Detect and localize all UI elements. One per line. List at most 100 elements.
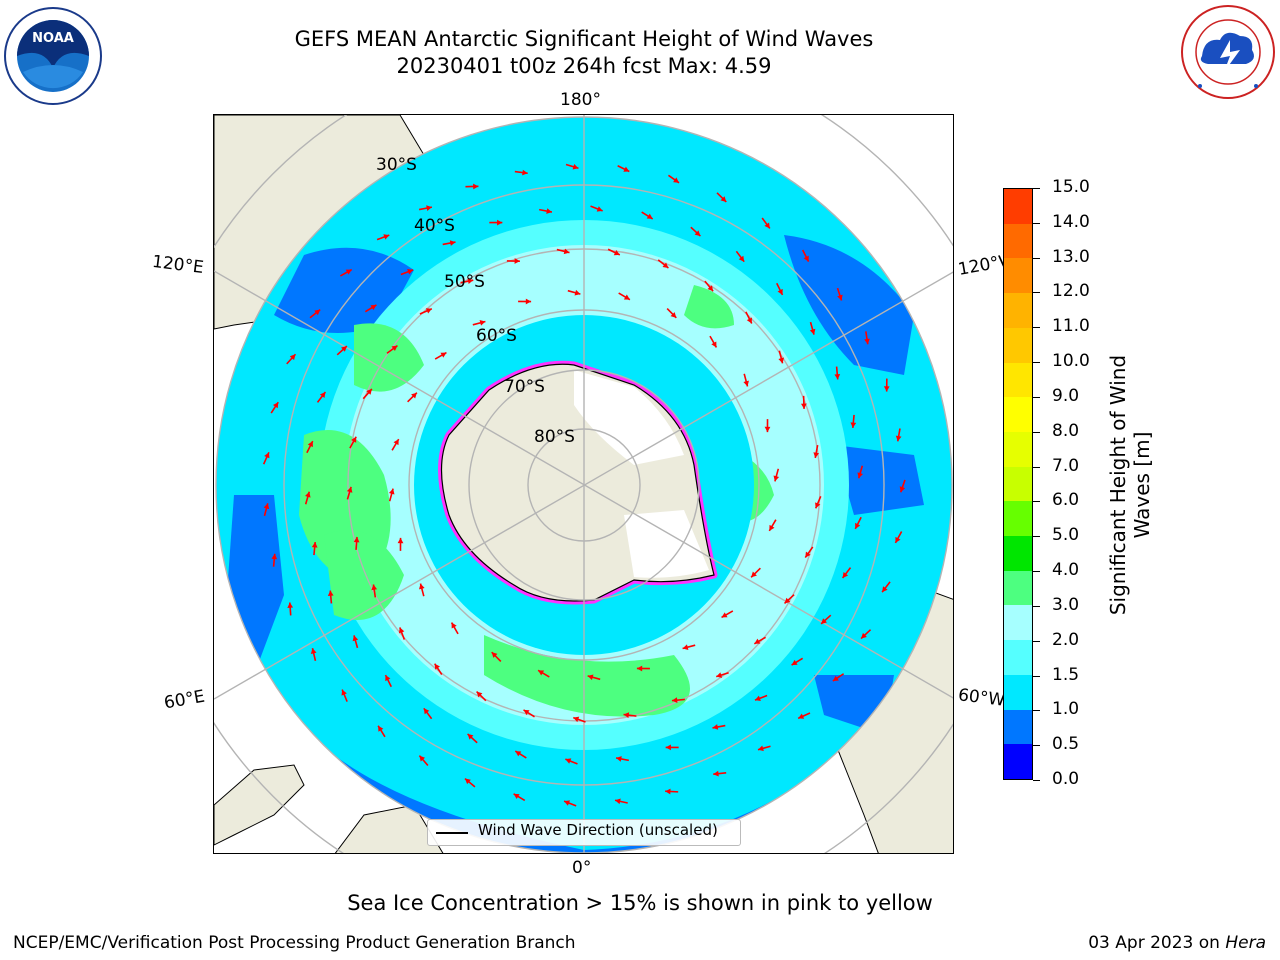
colorbar-segment	[1004, 396, 1032, 432]
colorbar-tick-label: 6.0	[1052, 490, 1080, 511]
wave-arrow-head	[546, 208, 552, 214]
wave-arrow-head	[616, 756, 622, 762]
wave-arrow-head	[850, 422, 857, 428]
wave-arrow-head	[419, 755, 426, 762]
colorbar-tick-label: 9.0	[1052, 385, 1080, 406]
wave-arrow-head	[525, 298, 532, 305]
colorbar-tick	[1033, 222, 1040, 224]
lat-label-70s: 70°S	[504, 377, 545, 397]
colorbar-tick	[1033, 501, 1040, 503]
chart-subtitle: 20230401 t00z 264h fcst Max: 4.59	[396, 54, 772, 78]
wave-arrow-head	[623, 712, 630, 719]
wave-arrow-head	[319, 392, 326, 398]
colorbar-tick-label: 1.0	[1052, 699, 1080, 720]
wave-arrow-head	[564, 800, 570, 806]
wave-arrow-head	[522, 169, 528, 176]
colorbar-tick-label: 10.0	[1052, 351, 1090, 372]
colorbar-tick	[1033, 431, 1040, 433]
wave-arrow-head	[671, 697, 678, 704]
wave-arrow-head	[805, 551, 811, 558]
colorbar-segment	[1004, 500, 1032, 537]
wave-arrow-head	[673, 177, 680, 183]
wave-arrow-head	[864, 338, 870, 345]
wave-arrow-head	[352, 635, 359, 642]
wave-arrow-head	[497, 219, 503, 226]
lat-label-40s: 40°S	[414, 216, 455, 236]
colorbar	[1003, 188, 1033, 780]
wave-arrow-head	[834, 373, 841, 380]
wave-arrow-head	[815, 502, 821, 509]
colorbar-tick-label: 11.0	[1052, 316, 1090, 337]
wave-arrow-head	[895, 536, 901, 543]
wave-arrow-head	[882, 586, 888, 593]
wave-arrow-head	[613, 250, 620, 256]
colorbar-segment	[1004, 639, 1032, 675]
wave-arrow-head	[721, 612, 728, 618]
wave-arrow-head	[623, 166, 630, 172]
sea-ice-note: Sea Ice Concentration > 15% is shown in …	[347, 891, 933, 915]
lat-label-60s: 60°S	[476, 326, 517, 346]
colorbar-tick-label: 0.5	[1052, 734, 1080, 755]
wave-arrow-head	[370, 304, 377, 311]
wave-arrow-head	[565, 758, 572, 764]
colorbar-segment	[1004, 535, 1032, 571]
weddell-ice-shelf	[624, 510, 709, 578]
colorbar-segment	[1004, 709, 1032, 745]
wave-arrow-head	[646, 213, 653, 219]
colorbar-segment	[1004, 604, 1032, 641]
wave-arrow-head	[883, 386, 890, 392]
colorbar-segment	[1004, 188, 1032, 224]
wave-arrow-head	[596, 206, 603, 212]
wave-arrow-head	[636, 665, 643, 672]
wave-arrow-head	[711, 341, 717, 348]
wave-arrow-head	[311, 542, 318, 548]
colorbar-tick-label: 13.0	[1052, 246, 1090, 267]
wave-arrow-head	[353, 536, 360, 543]
colorbar-tick	[1033, 710, 1040, 712]
wave-arrow-head	[712, 724, 719, 730]
wave-arrow-head	[467, 733, 474, 740]
wave-arrow-head	[391, 345, 398, 352]
colorbar-tick	[1033, 536, 1040, 538]
wave-arrow-head	[473, 183, 479, 190]
wave-arrow-head	[440, 352, 447, 358]
wave-arrow-head	[716, 672, 723, 678]
colorbar-tick	[1033, 362, 1040, 364]
wave-arrow-head	[662, 262, 669, 268]
wave-arrow-head	[346, 486, 353, 493]
colorbar-segment	[1004, 743, 1032, 779]
wave-arrow-head	[393, 439, 399, 446]
wave-arrow-head	[307, 441, 313, 448]
wave-arrow-head	[778, 357, 785, 364]
wave-arrow-head	[538, 670, 545, 676]
wave-arrow-head	[707, 285, 714, 292]
wave-arrow-head	[746, 317, 752, 324]
wave-arrow-head	[514, 258, 520, 264]
colorbar-tick-label: 14.0	[1052, 211, 1090, 232]
lon-label-120e: 120°E	[150, 251, 205, 279]
footer-date: 03 Apr 2023 on Hera	[1088, 933, 1266, 953]
wave-arrow-head	[832, 675, 839, 682]
colorbar-tick-label: 0.0	[1052, 769, 1080, 789]
footer-producer: NCEP/EMC/Verification Post Processing Pr…	[13, 933, 576, 953]
colorbar-segment	[1004, 431, 1032, 467]
wave-arrow-head	[411, 392, 417, 399]
colorbar-segment	[1004, 466, 1032, 502]
colorbar-tick	[1033, 640, 1040, 642]
wave-arrow-head	[314, 309, 321, 316]
map-panel: 30°S 40°S 50°S 60°S 70°S 80°S	[213, 114, 954, 854]
wave-arrow-head	[419, 583, 425, 590]
wave-arrow-head	[798, 713, 805, 719]
wave-arrow-head	[764, 426, 771, 433]
wave-arrow-head	[563, 248, 570, 255]
colorbar-label: Significant Height of Wind Waves [m]	[1106, 354, 1154, 616]
wave-arrow-head	[764, 222, 770, 229]
wave-arrow-head	[809, 328, 816, 335]
wave-arrow-head	[425, 308, 432, 314]
wave-arrow-head	[351, 436, 357, 443]
colorbar-tick	[1033, 780, 1040, 781]
wave-arrow-head	[777, 288, 783, 295]
wave-arrow-head	[345, 269, 352, 275]
wave-arrow-head	[670, 312, 677, 318]
lat-label-30s: 30°S	[376, 155, 417, 175]
